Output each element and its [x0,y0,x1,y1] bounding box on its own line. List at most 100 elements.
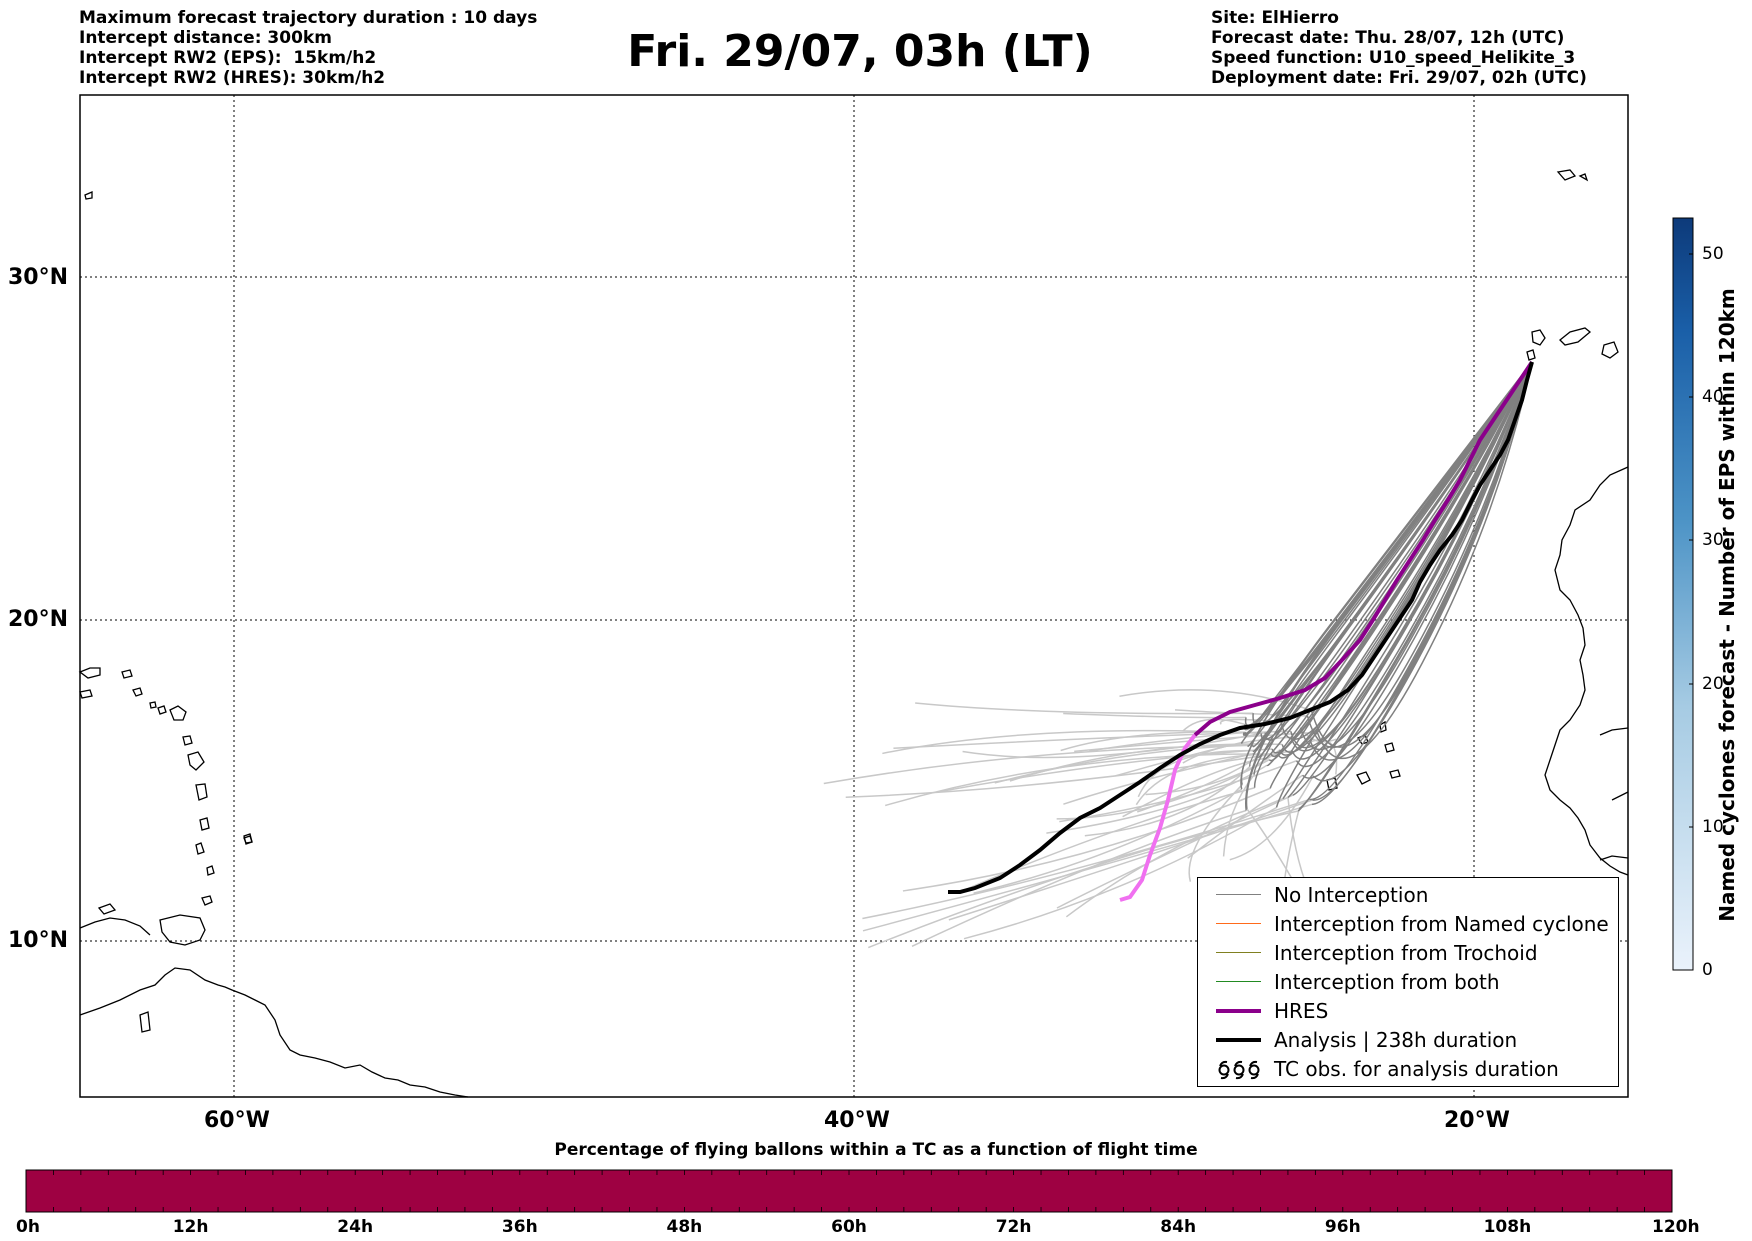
eps-trajectory-faded [1219,718,1282,725]
island-virgin [132,687,143,697]
africa-estuary-1 [1599,727,1629,736]
bottom-colorbar-fill [25,1169,1673,1213]
island-caribbean-a [84,191,93,200]
eps-trajectory-faded [1046,764,1268,834]
bottom-tick-label: 108h [1483,1217,1532,1237]
eps-trajectory-faded [915,702,1254,715]
island-anguilla [157,705,167,715]
max-duration-text: Maximum forecast trajectory duration : 1… [79,8,538,28]
lon-label-60w: 60°W [204,1108,270,1133]
trinidad-coast [159,914,206,946]
bottom-tick-label: 36h [501,1217,538,1237]
island-stkitts [169,705,187,721]
legend-label: Interception from Trochoid [1274,941,1538,965]
eps-trajectory-faded [868,810,1299,949]
legend-line-olive-icon [1216,952,1261,953]
legend-label: TC obs. for analysis duration [1274,1057,1559,1081]
bottom-colorbar-title: Percentage of flying ballons within a TC… [554,1140,1198,1160]
island-stvincent [206,865,215,876]
west-africa-coast [1544,466,1629,876]
eps-trajectory-faded [862,798,1310,920]
legend-line-orange-icon [1216,923,1261,924]
eps-trajectories-faded [823,689,1338,949]
right-tick-0: 0 [1702,960,1713,980]
right-tick-10: 10 [1702,817,1724,837]
legend-item-tc-obs: TC obs. for analysis duration [1206,1056,1616,1082]
legend-label: Interception from Named cyclone [1274,912,1609,936]
header-info-left: Maximum forecast trajectory duration : 1… [79,8,537,88]
page-title: Fri. 29/07, 03h (LT) [627,26,1093,77]
island-guadeloupe [187,751,205,771]
legend-label: Interception from both [1274,970,1500,994]
forecast-date-text: Forecast date: Thu. 28/07, 12h (UTC) [1211,28,1565,48]
africa-estuary-2 [1611,791,1629,801]
legend-line-purple-icon [1216,1009,1261,1013]
africa-estuary-3 [1599,855,1629,861]
right-colorbar-label: Named cyclones forecast - Number of EPS … [1715,288,1739,922]
legend-line-green-icon [1216,981,1261,982]
island-stlucia [195,842,205,855]
lon-label-40w: 40°W [824,1108,890,1133]
right-tick-40: 40 [1702,387,1724,407]
island-small-2 [121,669,133,679]
island-small-4 [243,833,253,845]
eps-trajectory-faded [1188,784,1243,882]
speed-function-text: Speed function: U10_speed_Helikite_3 [1211,48,1576,68]
right-colorbar-fill [1672,217,1694,971]
island-canary-d [1526,349,1536,361]
island-canary-b [1559,327,1592,346]
cyclone-symbols-icon [1218,1060,1260,1080]
coastlines [78,169,1629,1098]
island-capeverde-c [1384,742,1395,753]
island-capeverde-d [1356,771,1371,785]
island-capeverde-e [1389,769,1401,779]
lat-label-30n: 30°N [8,265,69,290]
island-tobago [97,903,117,915]
eps-trajectory-faded [1056,794,1294,909]
map-frame [79,94,1629,1098]
eps-trajectory-faded [1182,718,1246,732]
bottom-tick-label: 24h [337,1217,374,1237]
eps-trajectory-faded [994,744,1254,784]
bottom-tick-label: 48h [666,1217,703,1237]
header-info-right: Site: ElHierro Forecast date: Thu. 28/07… [1211,8,1587,88]
legend-item-both: Interception from both [1206,969,1616,995]
intercept-eps-text: Intercept RW2 (EPS): 15km/h2 [79,48,377,68]
eps-trajectory [1244,361,1533,727]
eps-trajectory [1240,361,1533,785]
right-tick-30: 30 [1702,530,1724,550]
bottom-tick-label: 12h [172,1217,209,1237]
lon-label-20w: 20°W [1444,1108,1510,1133]
eps-trajectory [1292,361,1533,796]
map-legend: No Interception Interception from Named … [1197,877,1619,1087]
eps-trajectory [1280,361,1533,740]
legend-item-no-interception: No Interception [1206,882,1616,908]
bottom-tick-label: 0h [16,1217,40,1237]
lat-label-20n: 20°N [8,607,69,632]
island-madeira-b [1578,173,1589,182]
eps-trajectory [1270,361,1533,757]
legend-label: Analysis | 238h duration [1274,1028,1518,1052]
right-tick-50: 50 [1702,244,1724,264]
island-dominica [195,783,208,801]
island-grenada [201,895,213,906]
eps-trajectory-faded [1063,712,1247,719]
island-canary-a [1531,329,1546,346]
island-small-3 [149,701,157,709]
legend-item-analysis: Analysis | 238h duration [1206,1027,1616,1053]
legend-label: No Interception [1274,883,1429,907]
legend-item-hres: HRES [1206,998,1616,1024]
island-antigua [182,735,193,746]
bottom-tick-label: 60h [831,1217,867,1237]
bottom-colorbar-ticks [53,1170,1645,1212]
intercept-hres-text: Intercept RW2 (HRES): 30km/h2 [79,68,386,88]
legend-line-gray-icon [1216,894,1261,895]
legend-line-black-icon [1216,1038,1261,1042]
eps-trajectory-faded [1145,749,1281,796]
bottom-tick-label: 72h [995,1217,1032,1237]
eps-trajectory-faded [973,788,1243,894]
island-canary-c [1601,341,1619,359]
eps-trajectory [1316,361,1533,760]
eps-trajectory-faded [1065,798,1284,918]
